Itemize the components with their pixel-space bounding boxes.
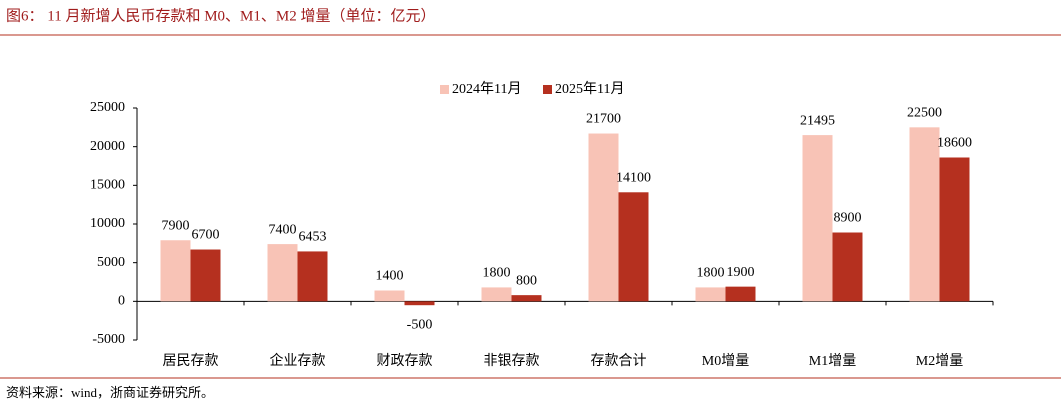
bar — [481, 287, 512, 302]
x-tick-label: M2增量 — [916, 353, 963, 369]
value-label: 21700 — [586, 112, 621, 127]
x-tick-label: M0增量 — [702, 353, 749, 369]
x-tick-label: 企业存款 — [270, 352, 326, 369]
x-tick-label: 非银存款 — [484, 353, 540, 369]
bar — [267, 244, 298, 302]
value-label: 1900 — [727, 265, 755, 280]
y-tick-label: 5000 — [97, 255, 125, 270]
legend-swatch — [543, 85, 552, 94]
value-label: 1400 — [376, 269, 404, 284]
bar — [511, 295, 542, 302]
bar — [939, 157, 970, 302]
value-label: -500 — [407, 317, 433, 332]
bar — [618, 192, 649, 302]
legend-label: 2024年11月 — [452, 81, 521, 97]
y-tick-label: 10000 — [90, 216, 125, 231]
legend-swatch — [440, 85, 449, 94]
bar — [297, 251, 328, 302]
x-tick-label: 存款合计 — [591, 353, 647, 369]
bar — [725, 286, 756, 302]
bar — [404, 301, 435, 306]
value-label: 6453 — [299, 230, 327, 245]
value-label: 8900 — [834, 211, 862, 226]
bar — [160, 240, 191, 302]
value-label: 22500 — [907, 106, 942, 121]
bar — [190, 249, 221, 302]
value-label: 18600 — [937, 136, 972, 151]
value-label: 1800 — [697, 266, 725, 281]
value-label: 14100 — [616, 171, 651, 186]
legend-label: 2025年11月 — [555, 81, 624, 97]
bar — [695, 287, 726, 302]
value-label: 7400 — [269, 222, 297, 237]
x-tick-label: 居民存款 — [163, 353, 219, 369]
y-tick-label: 0 — [118, 294, 125, 309]
value-label: 800 — [516, 273, 537, 288]
chart-title: 图6： 11 月新增人民币存款和 M0、M1、M2 增量（单位：亿元） — [6, 7, 435, 24]
source: 资料来源：wind，浙商证券研究所。 — [6, 385, 214, 400]
value-label: 6700 — [192, 228, 220, 243]
x-tick-label: 财政存款 — [377, 353, 433, 369]
bar — [588, 133, 619, 302]
bar — [909, 127, 940, 302]
y-tick-label: 20000 — [90, 139, 125, 154]
y-tick-label: 15000 — [90, 178, 125, 193]
bar — [802, 135, 833, 302]
bar — [374, 290, 405, 302]
value-label: 21495 — [800, 113, 835, 128]
y-tick-label: -5000 — [92, 332, 125, 347]
bar — [832, 232, 863, 302]
value-label: 7900 — [162, 218, 190, 233]
value-label: 1800 — [483, 266, 511, 281]
x-tick-label: M1增量 — [809, 353, 856, 369]
y-tick-label: 25000 — [90, 100, 125, 115]
